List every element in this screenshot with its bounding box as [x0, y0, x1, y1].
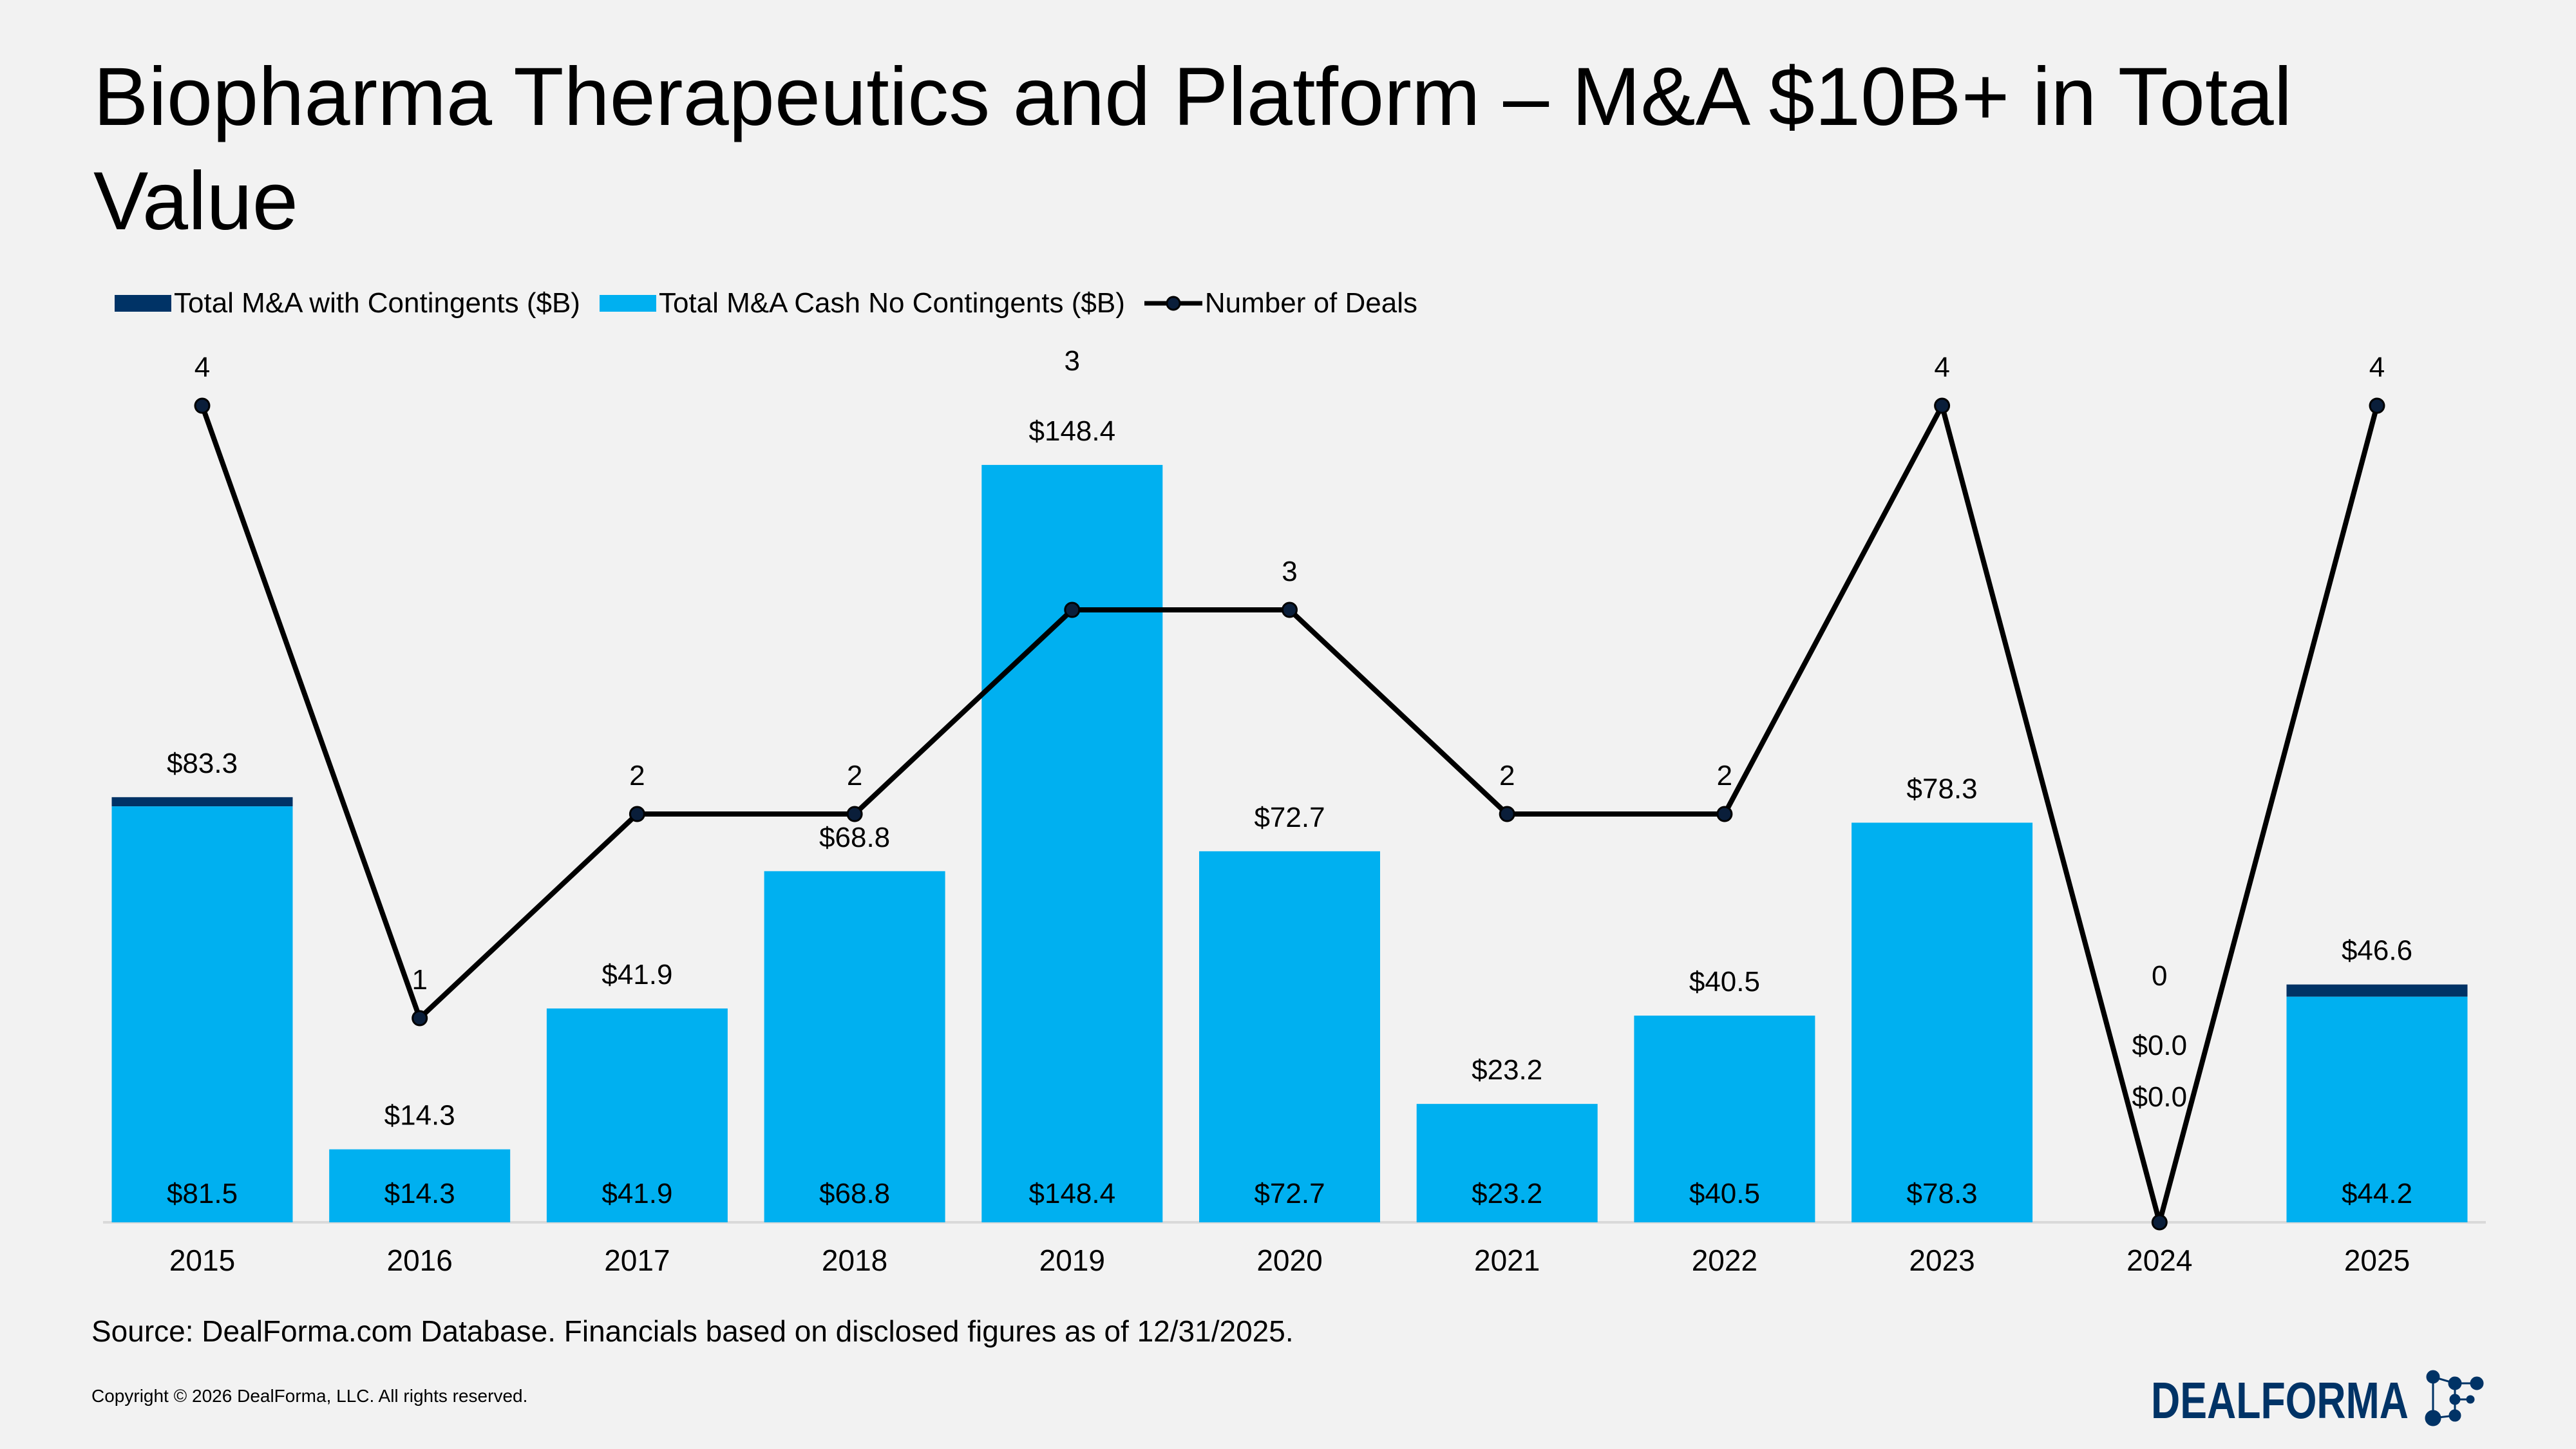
x-tick-label-2023: 2023: [1909, 1244, 1975, 1277]
legend-line-marker-icon: [1144, 296, 1202, 311]
deals-point-2020: [1282, 601, 1298, 618]
total-label-2017: $41.9: [601, 959, 672, 990]
bar-cash-2022: [1634, 1016, 1815, 1222]
cash-label-2021: $23.2: [1472, 1178, 1542, 1209]
cash-label-2016: $14.3: [384, 1178, 455, 1209]
cash-label-2015: $81.5: [167, 1178, 238, 1209]
deals-point-2024: [2151, 1214, 2168, 1231]
total-label-2015: $83.3: [167, 748, 238, 779]
legend-label: Total M&A Cash No Contingents ($B): [658, 287, 1125, 319]
bar-cash-2023: [1852, 822, 2033, 1222]
deals-point-2018: [846, 806, 863, 822]
deals-label-2018: 2: [847, 760, 862, 791]
cash-label-2024: $0.0: [2132, 1081, 2187, 1113]
total-label-2023: $78.3: [1907, 773, 1978, 804]
x-tick-label-2017: 2017: [604, 1244, 670, 1277]
cash-label-2025: $44.2: [2342, 1178, 2412, 1209]
deals-label-2023: 4: [1934, 352, 1949, 383]
bar-cash-2015: [111, 806, 293, 1222]
legend-item-cash: Total M&A Cash No Contingents ($B): [599, 287, 1125, 319]
legend-label: Total M&A with Contingents ($B): [174, 287, 580, 319]
total-label-2021: $23.2: [1472, 1054, 1542, 1086]
x-tick-label-2024: 2024: [2126, 1244, 2192, 1277]
svg-text:DEALFORMA: DEALFORMA: [2151, 1372, 2409, 1429]
x-tick-label-2020: 2020: [1256, 1244, 1322, 1277]
total-label-2024: $0.0: [2132, 1030, 2187, 1061]
total-label-2016: $14.3: [384, 1100, 455, 1132]
cash-label-2022: $40.5: [1689, 1178, 1760, 1209]
total-label-2020: $72.7: [1254, 802, 1325, 833]
deals-point-2016: [412, 1010, 428, 1027]
bar-cash-2017: [546, 1008, 728, 1222]
legend-swatch-cash: [599, 295, 656, 312]
bar-cash-2025: [2286, 996, 2468, 1222]
deals-point-2019: [1064, 601, 1081, 618]
cash-label-2017: $41.9: [601, 1178, 672, 1209]
deals-label-2020: 3: [1282, 556, 1297, 587]
x-tick-label-2025: 2025: [2344, 1244, 2410, 1277]
deals-label-2019: 3: [1065, 345, 1080, 377]
deals-point-2021: [1499, 806, 1515, 822]
chart-legend: Total M&A with Contingents ($B) Total M&…: [115, 287, 1437, 319]
dealforma-logo: DEALFORMA: [2151, 1370, 2484, 1429]
bar-cash-2020: [1199, 851, 1380, 1222]
total-label-2025: $46.6: [2342, 935, 2412, 967]
deals-label-2022: 2: [1717, 760, 1732, 791]
source-note: Source: DealForma.com Database. Financia…: [91, 1314, 1294, 1348]
bar-contingents-2025: [2286, 984, 2468, 997]
x-tick-label-2018: 2018: [822, 1244, 887, 1277]
total-label-2018: $68.8: [819, 822, 890, 853]
deals-point-2022: [1716, 806, 1733, 822]
bar-cash-2018: [764, 871, 945, 1222]
total-label-2022: $40.5: [1689, 966, 1760, 998]
deals-label-2015: 4: [194, 352, 210, 383]
deals-label-2017: 2: [629, 760, 645, 791]
deals-point-2017: [629, 806, 645, 822]
x-tick-label-2015: 2015: [169, 1244, 235, 1277]
x-tick-label-2021: 2021: [1474, 1244, 1540, 1277]
cash-label-2019: $148.4: [1029, 1178, 1116, 1209]
deals-point-2015: [194, 397, 211, 414]
legend-swatch-contingents: [115, 295, 171, 312]
cash-label-2020: $72.7: [1254, 1178, 1325, 1209]
deals-label-2016: 1: [412, 964, 427, 996]
bar-cash-2016: [329, 1149, 511, 1222]
cash-label-2023: $78.3: [1907, 1178, 1978, 1209]
cash-label-2018: $68.8: [819, 1178, 890, 1209]
copyright: Copyright © 2026 DealForma, LLC. All rig…: [91, 1386, 528, 1406]
deals-label-2025: 4: [2369, 352, 2385, 383]
legend-item-deals: Number of Deals: [1144, 287, 1417, 319]
deals-label-2021: 2: [1499, 760, 1515, 791]
bar-cash-2021: [1416, 1104, 1598, 1222]
deals-label-2024: 0: [2152, 960, 2167, 992]
page-title: Biopharma Therapeutics and Platform – M&…: [93, 51, 2293, 247]
x-tick-label-2022: 2022: [1692, 1244, 1757, 1277]
legend-label: Number of Deals: [1204, 287, 1417, 319]
x-tick-label-2016: 2016: [387, 1244, 453, 1277]
total-label-2019: $148.4: [1029, 415, 1116, 447]
deals-point-2025: [2369, 397, 2385, 414]
bar-contingents-2015: [111, 797, 293, 807]
legend-item-contingents: Total M&A with Contingents ($B): [115, 287, 580, 319]
bar-cash-2019: [981, 464, 1163, 1223]
deals-point-2023: [1934, 397, 1951, 414]
x-tick-label-2019: 2019: [1039, 1244, 1105, 1277]
